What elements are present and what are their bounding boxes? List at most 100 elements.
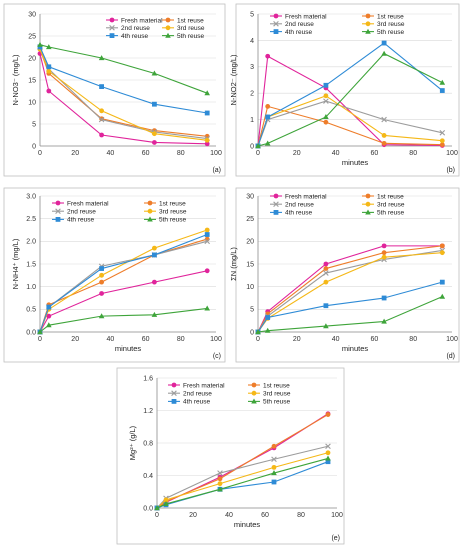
legend-label: 4th reuse: [67, 217, 94, 224]
panel-frame: [3, 3, 226, 177]
data-point: [154, 505, 160, 511]
chart-panel-3: 0.0 0.5 1.0 1.5 2.0 2.5 3.0 0 20 40 60 80 100 minutes…: [3, 187, 226, 363]
data-point: [381, 140, 387, 146]
legend-marker: [147, 208, 153, 214]
y-tick-label: 15: [28, 77, 36, 84]
data-point: [381, 133, 387, 138]
panel-frame: [116, 367, 345, 545]
y-tick-label: 0.0: [26, 329, 36, 336]
x-tick-label: 0: [38, 336, 42, 343]
data-point: [46, 313, 52, 319]
series-fresh-material: [37, 51, 210, 147]
data-point: [204, 238, 210, 245]
legend-label: Fresh material: [183, 382, 225, 389]
legend-marker: [165, 25, 171, 31]
x-tick-label: 40: [107, 336, 115, 343]
data-point: [265, 114, 271, 120]
panel-label: (a): [212, 167, 221, 174]
x-tick-label: 0: [256, 336, 260, 343]
y-axis-label: ΣN (mg/L): [229, 247, 238, 281]
y-tick-label: 1.6: [143, 375, 153, 382]
legend-marker: [109, 25, 115, 31]
legend-label: Fresh material: [285, 193, 327, 200]
data-point: [98, 313, 105, 319]
data-point: [381, 318, 387, 324]
legend-marker: [171, 390, 177, 396]
y-tick-label: 3: [250, 64, 254, 71]
data-point: [37, 41, 43, 47]
legend-label: 3rd reuse: [377, 21, 405, 28]
data-point: [439, 88, 445, 93]
data-point: [439, 138, 445, 144]
data-point: [204, 268, 210, 274]
legend-label: Fresh material: [67, 200, 109, 207]
legend-marker: [273, 29, 279, 34]
chart-panel-5: 0.0 0.4 0.8 1.2 1.6 0 20 40 60 80 100 minutes Mg²⁺ (…: [116, 367, 345, 545]
legend-marker: [251, 398, 257, 404]
legend-marker: [365, 13, 371, 19]
legend-marker: [109, 17, 115, 23]
x-tick-label: 0: [256, 150, 260, 157]
legend-label: 4th reuse: [285, 210, 312, 217]
data-point: [439, 279, 445, 285]
legend-marker: [365, 201, 371, 207]
y-tick-label: 0: [250, 143, 254, 150]
x-tick-label: 100: [446, 336, 458, 343]
legend-label: 1st reuse: [377, 13, 404, 20]
data-point: [323, 98, 329, 104]
data-point: [271, 443, 277, 449]
legend-label: 1st reuse: [177, 17, 204, 24]
x-tick-label: 20: [71, 150, 79, 157]
legend-label: 1st reuse: [263, 382, 290, 389]
x-tick-label: 40: [332, 150, 340, 157]
y-tick-label: 25: [28, 33, 36, 40]
data-point: [439, 142, 445, 148]
legend-marker: [273, 21, 279, 27]
x-tick-label: 80: [297, 512, 305, 519]
y-tick-label: 20: [246, 239, 254, 246]
panel-label: (b): [446, 167, 455, 174]
x-axis-label: minutes: [342, 158, 369, 167]
y-tick-label: 30: [246, 193, 254, 200]
x-tick-label: 20: [189, 512, 197, 519]
data-point: [265, 104, 271, 109]
legend-marker: [273, 201, 279, 207]
legend-marker: [365, 209, 371, 215]
legend-marker: [171, 399, 177, 404]
legend-marker: [55, 208, 61, 214]
y-tick-label: 2: [250, 91, 254, 98]
y-tick-label: 30: [28, 11, 36, 18]
data-point: [255, 143, 261, 149]
x-axis-label: minutes: [115, 344, 142, 353]
panel-label: (d): [446, 353, 455, 360]
data-point: [151, 311, 158, 317]
y-tick-label: 5: [32, 121, 36, 128]
data-point: [381, 40, 387, 46]
y-tick-label: 0.0: [143, 505, 153, 512]
chart-panel-1: 0 5 10 15 20 25 30 0 20 40 60 80 100 N-NO3⁻ (mg/L) (a)…: [3, 3, 226, 177]
series-4th-reuse: [37, 44, 210, 116]
x-tick-label: 20: [293, 336, 301, 343]
data-point: [204, 141, 210, 147]
data-point: [46, 322, 52, 328]
data-point: [323, 119, 329, 125]
series-5th-reuse: [255, 293, 446, 335]
data-point: [217, 486, 223, 492]
y-axis-label: N-NO2⁻ (mg/L): [229, 54, 238, 106]
x-axis-label: minutes: [342, 344, 369, 353]
y-tick-label: 5: [250, 11, 254, 18]
x-tick-label: 100: [210, 150, 222, 157]
x-tick-label: 100: [331, 512, 343, 519]
data-point: [271, 456, 277, 463]
data-point: [271, 464, 277, 470]
data-point: [323, 261, 329, 267]
y-axis-label: Mg²⁺ (g/L): [128, 425, 137, 460]
panel-label: (e): [331, 535, 340, 542]
data-point: [323, 279, 329, 285]
y-tick-label: 4: [250, 38, 254, 45]
legend-marker: [365, 193, 371, 199]
data-point: [255, 329, 261, 335]
legend-label: 5th reuse: [159, 217, 186, 224]
data-point: [325, 443, 331, 450]
x-tick-label: 20: [71, 336, 79, 343]
